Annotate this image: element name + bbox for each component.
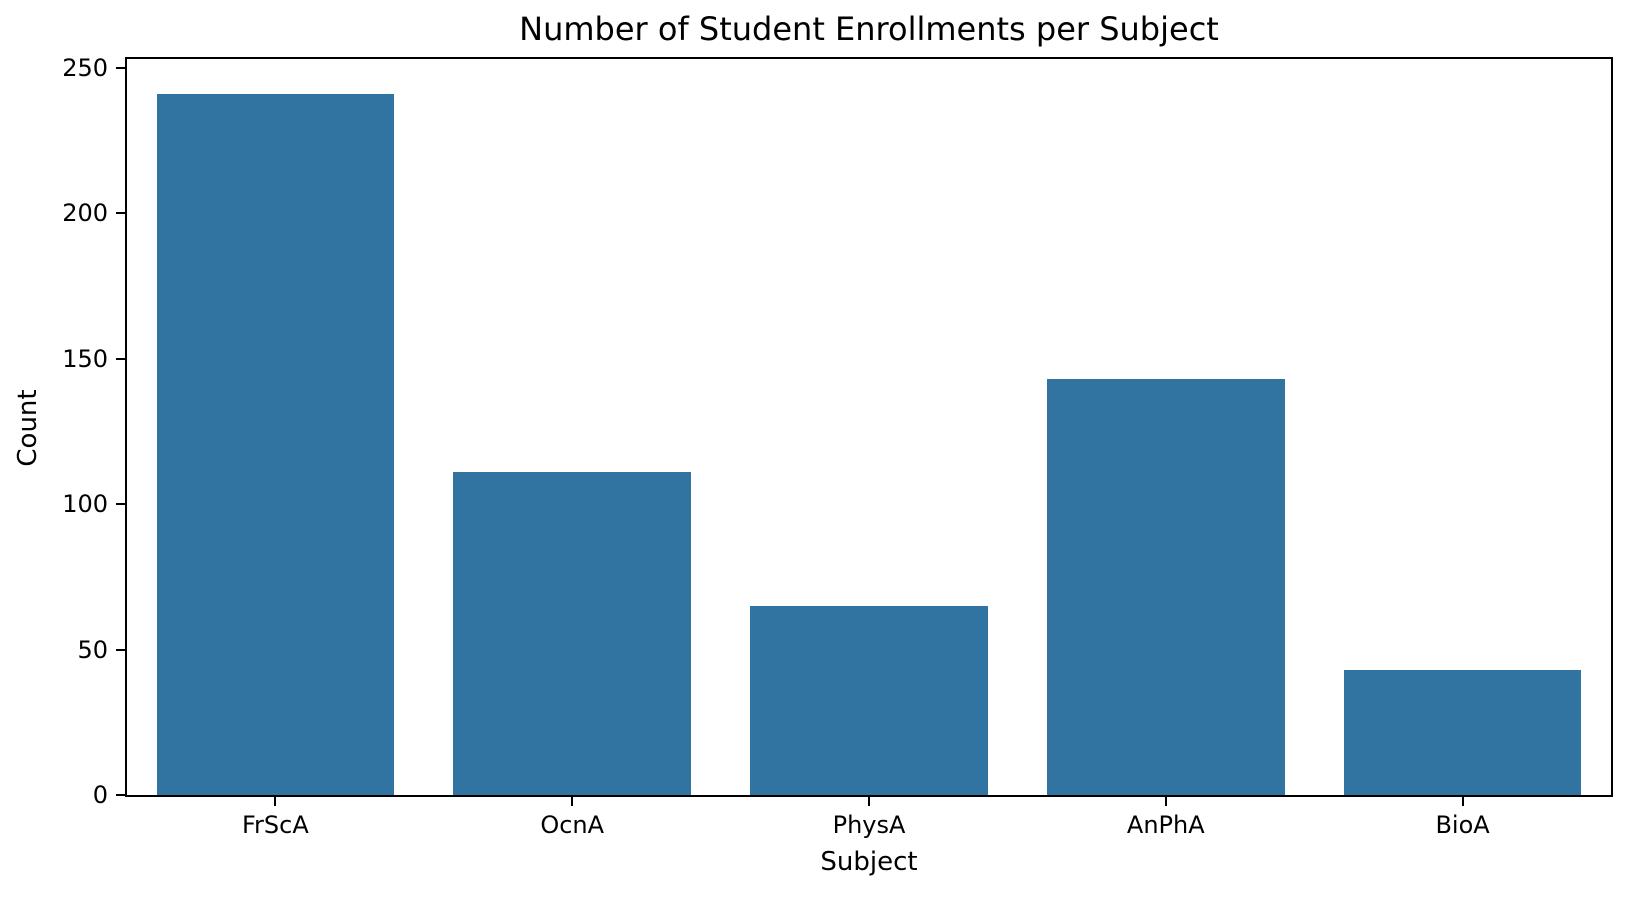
- x-tick-label: PhysA: [832, 811, 906, 839]
- y-tick-label: 50: [77, 635, 108, 664]
- y-tick-label: 150: [62, 344, 108, 373]
- x-tick-label: AnPhA: [1126, 811, 1205, 839]
- x-tick-mark: [274, 797, 277, 806]
- y-tick-mark: [116, 503, 125, 506]
- x-tick-label: BioA: [1435, 811, 1490, 839]
- y-tick-mark: [116, 212, 125, 215]
- plot-area: [125, 57, 1613, 797]
- y-tick-label: 200: [62, 199, 108, 228]
- x-tick-mark: [1461, 797, 1464, 806]
- y-tick-mark: [116, 66, 125, 69]
- y-axis-label: Count: [13, 389, 43, 467]
- x-tick-mark: [571, 797, 574, 806]
- y-tick-mark: [116, 648, 125, 651]
- y-tick-label: 0: [92, 781, 108, 809]
- y-tick-mark: [116, 794, 125, 796]
- bar: [453, 472, 691, 795]
- x-tick-mark: [868, 797, 870, 806]
- bar: [1047, 379, 1285, 795]
- y-tick-label: 100: [62, 490, 108, 519]
- x-tick-label: FrScA: [242, 811, 309, 839]
- bar: [1343, 669, 1582, 795]
- chart-title: Number of Student Enrollments per Subjec…: [519, 10, 1219, 48]
- x-tick-label: OcnA: [540, 811, 605, 839]
- y-tick-mark: [116, 357, 125, 360]
- y-tick-label: 250: [62, 53, 108, 82]
- x-axis-label: Subject: [820, 847, 918, 877]
- bar: [750, 605, 988, 795]
- x-tick-mark: [1164, 797, 1167, 806]
- bar: [156, 94, 395, 795]
